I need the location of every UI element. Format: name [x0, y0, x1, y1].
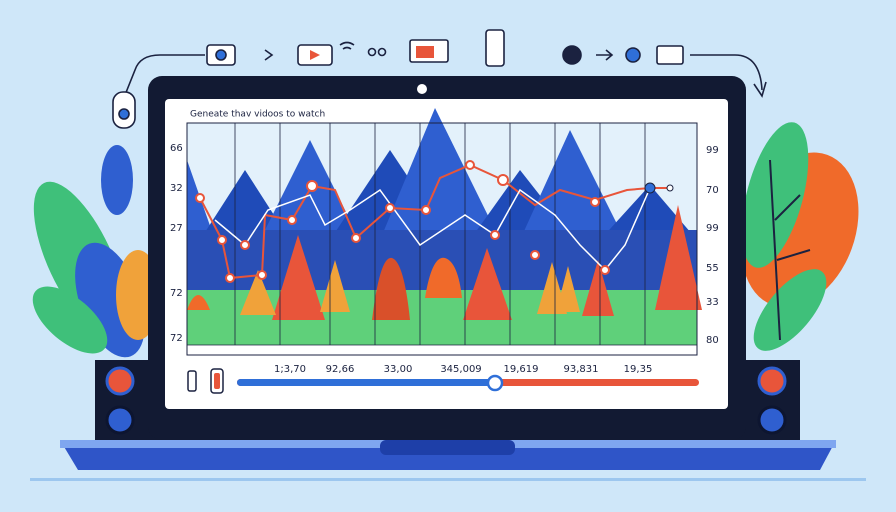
left-label: 32: [170, 183, 183, 194]
right-label: 99: [706, 145, 719, 156]
tree: [556, 266, 580, 312]
leaf: [753, 269, 827, 351]
bottom-labels: 1;3,70 92,66 33,00 345,009 19,619 93,831…: [274, 364, 652, 375]
end-point: [666, 184, 674, 192]
bottom-label: 19,619: [504, 364, 539, 375]
chart-frame: [186, 122, 698, 356]
red-line: [199, 163, 668, 280]
point: [306, 180, 318, 192]
point: [421, 205, 431, 215]
pause-fill: [214, 373, 220, 389]
right-label: 70: [706, 185, 719, 196]
bottom-label: 345,009: [440, 364, 481, 375]
right-label: 99: [706, 223, 719, 234]
speaker-button: [105, 405, 135, 435]
dot-icon: [367, 47, 377, 57]
speaker-button: [757, 405, 787, 435]
speaker-button: [105, 366, 135, 396]
play-icon: [310, 50, 320, 60]
point: [385, 203, 395, 213]
bottom-label: 19,35: [624, 364, 653, 375]
scene: [186, 108, 702, 356]
leaf: [101, 145, 133, 215]
circle-icon: [625, 47, 641, 63]
mountain: [200, 170, 290, 240]
left-label: 72: [170, 333, 183, 344]
creature: [372, 257, 410, 320]
phone-icon: [485, 29, 505, 67]
right-label: 55: [706, 263, 719, 274]
leaf: [741, 122, 809, 268]
mountain: [520, 130, 625, 240]
progress-knob[interactable]: [486, 374, 504, 392]
left-labels: 66 32 27 72 72: [170, 143, 183, 344]
white-line: [214, 187, 651, 272]
bottom-label: 92,66: [326, 364, 355, 375]
branch: [769, 159, 811, 341]
tree: [272, 235, 325, 320]
tree: [320, 260, 350, 312]
arrowhead: [753, 81, 767, 98]
dot-icon: [377, 47, 387, 57]
screen-title: Geneate thav vidoos to watch: [190, 110, 325, 120]
mountain: [380, 108, 500, 240]
point: [590, 197, 600, 207]
tree: [582, 260, 614, 316]
speaker-button: [757, 366, 787, 396]
creature: [187, 295, 210, 310]
box-icon: [656, 45, 684, 65]
wifi-icon: [339, 41, 355, 50]
left-label: 72: [170, 288, 183, 299]
camera-lens: [215, 49, 227, 61]
right-label: 80: [706, 335, 719, 346]
tree: [463, 248, 512, 320]
icon-strip: [112, 29, 767, 129]
grass: [187, 290, 697, 345]
point: [225, 273, 235, 283]
point: [287, 215, 297, 225]
point: [600, 265, 610, 275]
connector: [690, 54, 763, 91]
progress-played: [237, 379, 495, 386]
point: [465, 160, 475, 170]
chevron: [264, 49, 274, 61]
left-label: 27: [170, 223, 183, 234]
point: [351, 233, 361, 243]
webcam: [417, 84, 427, 94]
right-label: 33: [706, 297, 719, 308]
left-label: 66: [170, 143, 183, 154]
connector: [124, 54, 205, 96]
leaf: [32, 286, 108, 354]
mouse-dot: [118, 108, 130, 120]
shadow-line: [30, 478, 866, 481]
highlight-point: [644, 182, 656, 194]
point: [497, 174, 509, 186]
right-labels: 99 70 99 55 33 80: [706, 145, 719, 346]
tree: [240, 270, 276, 315]
arrow: [596, 49, 614, 61]
control-icon[interactable]: [187, 370, 197, 392]
bottom-label: 1;3,70: [274, 364, 306, 375]
bottom-label: 93,831: [564, 364, 599, 375]
point: [490, 230, 500, 240]
right-plants: [741, 122, 859, 351]
grid-lines: [187, 123, 697, 346]
point: [240, 240, 250, 250]
point: [195, 193, 205, 203]
point: [257, 270, 267, 280]
creature: [425, 257, 462, 298]
trackpad-notch: [380, 440, 515, 455]
point: [530, 250, 540, 260]
tree: [655, 205, 702, 310]
points: [195, 160, 610, 283]
globe-icon: [562, 45, 582, 65]
window-fill: [416, 46, 434, 58]
bottom-label: 33,00: [384, 364, 413, 375]
point: [217, 235, 227, 245]
